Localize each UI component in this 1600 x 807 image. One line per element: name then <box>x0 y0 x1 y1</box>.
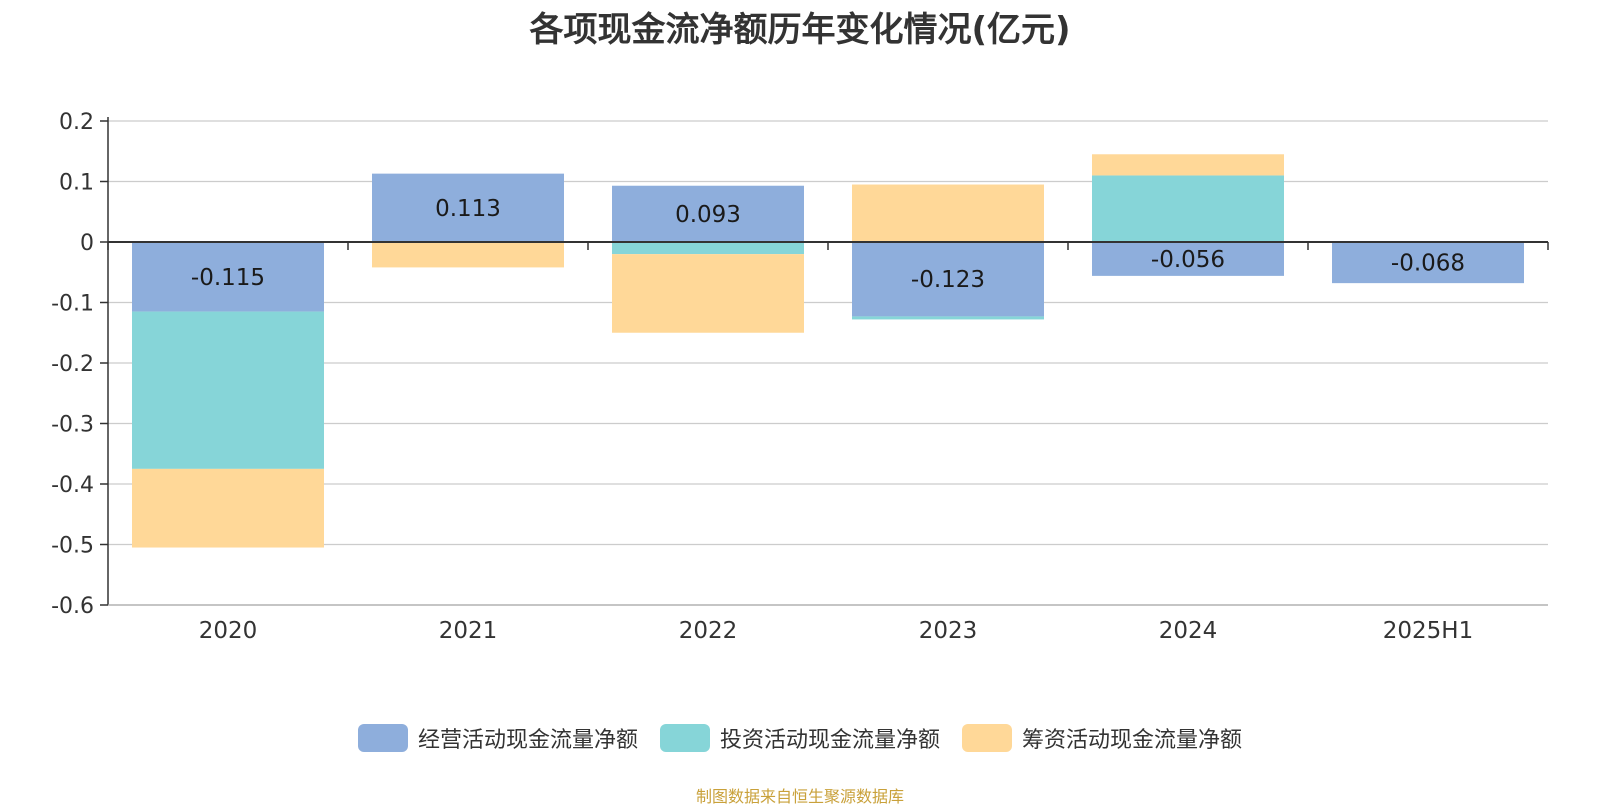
y-tick-label: -0.6 <box>51 594 94 619</box>
axes: 0.2 0.1 0 -0.1 -0.2 -0.3 -0.4 -0.5 -0.6 2020 2021 2… <box>51 110 1549 644</box>
x-tick-label: 2021 <box>439 618 498 644</box>
bar-2023-series-0 <box>852 242 1044 317</box>
y-tick-label: -0.1 <box>51 292 94 317</box>
x-tick-label: 2020 <box>199 618 258 644</box>
y-tick-label: 0.2 <box>59 110 94 135</box>
legend-label-operating: 经营活动现金流量净额 <box>417 728 638 753</box>
legend-item-investing[interactable]: 投资活动现金流量净额 <box>659 722 940 754</box>
bar-2023-series-2 <box>852 184 1044 242</box>
bars <box>132 154 1524 548</box>
chart-title: 各项现金流净额历年变化情况(亿元) <box>529 10 1071 50</box>
legend-label-investing: 投资活动现金流量净额 <box>719 728 940 753</box>
data-labels: -0.115 0.113 0.093 -0.123 -0.056 -0.068 <box>191 196 1465 293</box>
y-tick-label: -0.5 <box>51 534 94 559</box>
legend-item-financing[interactable]: 筹资活动现金流量净额 <box>962 722 1242 754</box>
bar-2022-series-2 <box>612 254 804 333</box>
legend-item-operating[interactable]: 经营活动现金流量净额 <box>357 722 638 754</box>
legend: 经营活动现金流量净额 投资活动现金流量净额 筹资活动现金流量净额 <box>0 722 1600 754</box>
source-note: 制图数据来自恒生聚源数据库 <box>695 787 904 806</box>
x-tick-label: 2025H1 <box>1383 618 1473 644</box>
x-tick-label: 2023 <box>919 618 978 644</box>
bar-2020-series-1 <box>132 311 324 469</box>
bar-2021-series-2 <box>372 242 564 268</box>
y-tick-label: 0 <box>80 231 94 256</box>
bar-2024-series-2 <box>1092 154 1284 176</box>
data-label: -0.123 <box>911 267 985 293</box>
x-tick-label: 2022 <box>679 618 738 644</box>
bar-2023-series-1 <box>852 316 1044 320</box>
bar-2022-series-1 <box>612 242 804 255</box>
y-tick-label: -0.3 <box>51 413 94 438</box>
data-label: 0.093 <box>675 202 741 228</box>
legend-swatch-investing <box>659 724 710 752</box>
data-label: -0.068 <box>1391 251 1465 277</box>
bar-2025H1-series-0 <box>1332 242 1524 284</box>
x-tick-label: 2024 <box>1159 618 1218 644</box>
data-label: -0.056 <box>1151 247 1225 273</box>
bar-2021-series-0 <box>372 173 564 242</box>
bar-2020-series-0 <box>132 242 324 312</box>
bar-2024-series-1 <box>1092 175 1284 242</box>
data-label: 0.113 <box>435 196 501 222</box>
y-tick-label: -0.2 <box>51 352 94 377</box>
legend-label-financing: 筹资活动现金流量净额 <box>1022 728 1243 753</box>
data-label: -0.115 <box>191 265 265 291</box>
legend-swatch-operating <box>357 724 408 752</box>
legend-swatch-financing <box>962 724 1012 752</box>
y-tick-label: 0.1 <box>59 171 94 196</box>
bar-2024-series-0 <box>1092 242 1284 276</box>
y-tick-label: -0.4 <box>51 473 94 498</box>
bar-2022-series-0 <box>612 185 804 242</box>
bar-2020-series-2 <box>132 468 324 548</box>
